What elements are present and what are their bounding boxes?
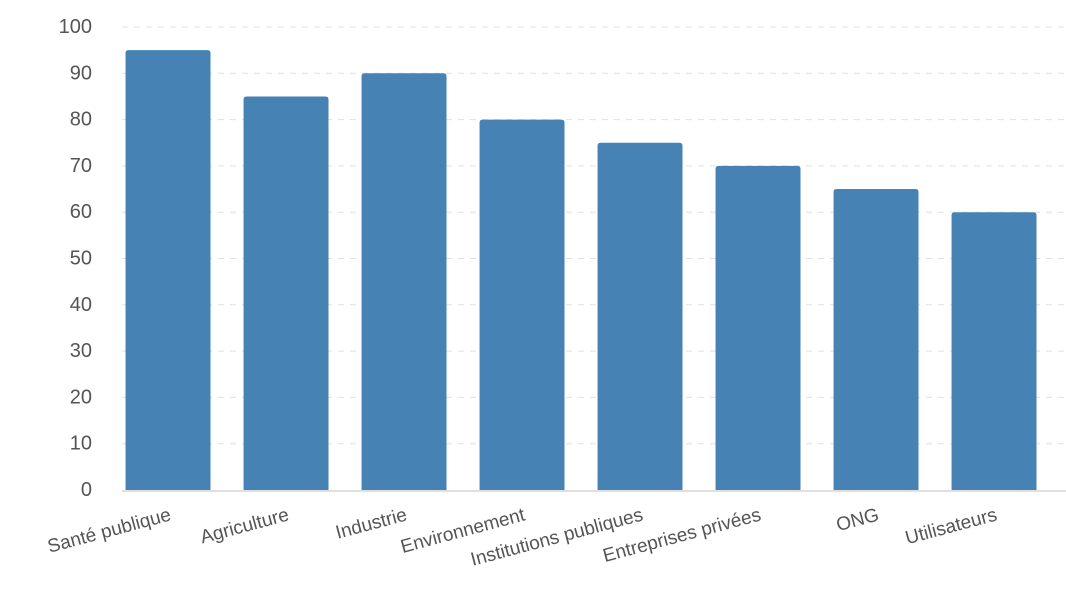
- bar-6[interactable]: [833, 189, 919, 491]
- bar-7[interactable]: [951, 212, 1037, 490]
- y-tick-label-80: 80: [70, 109, 92, 131]
- y-tick-label-0: 0: [81, 479, 92, 501]
- y-tick-label-60: 60: [70, 201, 92, 223]
- bar-5[interactable]: [715, 165, 801, 490]
- y-tick-label-40: 40: [70, 294, 92, 316]
- y-tick-label-20: 20: [70, 386, 92, 408]
- y-tick-label-100: 100: [59, 16, 92, 38]
- x-tick-label-6: ONG: [834, 505, 881, 536]
- x-tick-label-7: Utilisateurs: [903, 505, 999, 550]
- bar-1[interactable]: [243, 96, 329, 490]
- x-tick-label-1: Agriculture: [198, 505, 291, 549]
- bar-4[interactable]: [597, 142, 683, 490]
- bars: [125, 50, 1037, 491]
- bar-2[interactable]: [361, 73, 447, 491]
- y-tick-label-30: 30: [70, 340, 92, 362]
- y-tick-label-90: 90: [70, 62, 92, 84]
- y-tick-label-10: 10: [70, 433, 92, 455]
- y-tick-label-50: 50: [70, 248, 92, 270]
- y-tick-label-70: 70: [70, 155, 92, 177]
- x-axis-tick-labels: Santé publique Agriculture IndustrieEnviro…: [45, 504, 999, 570]
- bar-0[interactable]: [125, 50, 211, 491]
- y-axis-tick-labels: 0 10 20 30 40 50 60 70 80 90 100: [59, 16, 92, 501]
- x-tick-label-0: Santé publique: [45, 505, 173, 558]
- bar-3[interactable]: [479, 119, 565, 490]
